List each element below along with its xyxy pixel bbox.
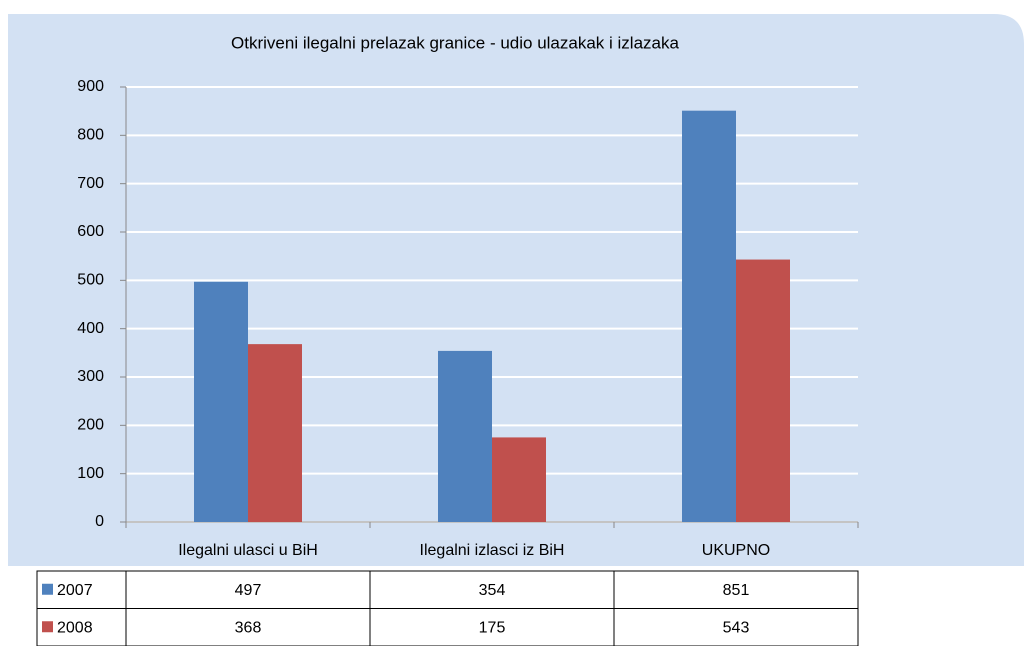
bar <box>492 437 546 522</box>
y-tick-label: 500 <box>77 272 104 289</box>
table-cell <box>613 608 859 646</box>
x-tick-label: Ilegalni izlasci iz BiH <box>420 542 565 559</box>
table-cell <box>369 608 615 646</box>
legend-swatch <box>42 583 53 595</box>
legend-label: 2008 <box>57 619 93 636</box>
bar <box>248 344 302 522</box>
table-cell <box>369 570 615 609</box>
y-tick-label: 400 <box>77 320 104 337</box>
bar <box>682 110 736 522</box>
table-value: 497 <box>235 582 262 599</box>
bar <box>438 350 492 522</box>
y-tick-label: 200 <box>77 417 104 434</box>
chart-title: Otkriveni ilegalni prelazak granice - ud… <box>231 33 679 52</box>
legend-swatch <box>42 621 53 633</box>
table-value: 354 <box>479 582 506 599</box>
y-tick-label: 300 <box>77 368 104 385</box>
table-cell <box>125 608 371 646</box>
table-cell <box>125 570 371 609</box>
y-tick-label: 100 <box>77 465 104 482</box>
bar <box>194 281 248 522</box>
y-tick-label: 800 <box>77 127 104 144</box>
x-tick-label: UKUPNO <box>702 542 770 559</box>
y-tick-label: 600 <box>77 223 104 240</box>
y-tick-label: 700 <box>77 175 104 192</box>
legend-label: 2007 <box>57 582 93 599</box>
table-value: 543 <box>723 619 750 636</box>
y-tick-label: 900 <box>77 78 104 95</box>
bar <box>736 259 790 522</box>
x-tick-label: Ilegalni ulasci u BiH <box>178 542 318 559</box>
table-value: 175 <box>479 619 506 636</box>
y-tick-label: 0 <box>95 513 104 530</box>
table-value: 851 <box>723 582 750 599</box>
table-value: 368 <box>235 619 262 636</box>
